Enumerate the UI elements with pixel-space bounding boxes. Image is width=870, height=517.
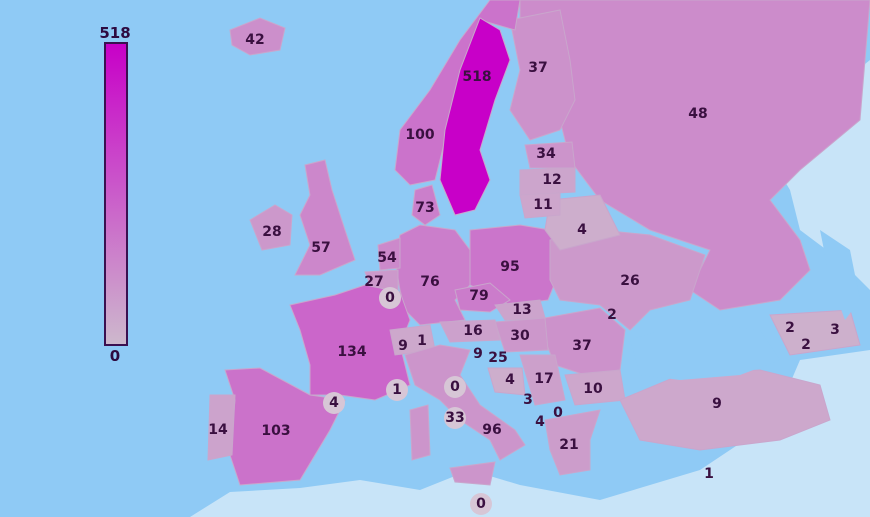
country-uk xyxy=(294,159,356,276)
value-label: 57 xyxy=(311,240,331,256)
country-iceland xyxy=(229,17,286,56)
country-austria xyxy=(439,319,501,343)
legend-max-label: 518 xyxy=(99,24,131,42)
value-label: 1 xyxy=(704,466,714,482)
value-label: 37 xyxy=(572,338,592,354)
value-label: 27 xyxy=(364,274,384,290)
country-portugal xyxy=(207,394,236,461)
value-label: 9 xyxy=(398,338,408,354)
value-label: 96 xyxy=(482,422,502,438)
country-italy xyxy=(404,344,526,461)
value-label: 11 xyxy=(533,197,553,213)
caspian-sea xyxy=(820,230,860,320)
country-netherlands xyxy=(377,237,401,271)
value-label: 9 xyxy=(712,396,722,412)
value-label: 4 xyxy=(535,414,545,430)
country-ukraine xyxy=(549,229,706,331)
value-label: 2 xyxy=(785,320,795,336)
value-label: 42 xyxy=(245,32,265,48)
value-label: 0 xyxy=(553,405,563,421)
value-label: 33 xyxy=(444,407,466,429)
value-label: 0 xyxy=(470,493,492,515)
country-georgia-region xyxy=(769,309,861,356)
country-france xyxy=(289,284,411,401)
value-label: 100 xyxy=(405,127,435,143)
value-label: 14 xyxy=(208,422,228,438)
value-label: 0 xyxy=(379,287,401,309)
value-label: 48 xyxy=(688,106,708,122)
value-label: 134 xyxy=(337,344,367,360)
country-norway xyxy=(394,0,521,186)
island-sicily xyxy=(449,461,496,486)
value-label: 4 xyxy=(577,222,587,238)
country-estonia xyxy=(524,141,576,169)
value-label: 3 xyxy=(523,392,533,408)
value-label: 54 xyxy=(377,250,397,266)
value-label: 28 xyxy=(262,224,282,240)
value-label: 37 xyxy=(528,60,548,76)
value-label: 21 xyxy=(559,437,579,453)
legend-min-label: 0 xyxy=(109,347,121,365)
middle-east-land xyxy=(740,350,870,517)
value-label: 10 xyxy=(583,381,603,397)
country-denmark xyxy=(411,184,441,226)
country-ireland xyxy=(249,204,293,251)
value-label: 518 xyxy=(462,69,492,85)
value-label: 0 xyxy=(444,376,466,398)
country-hungary xyxy=(494,317,549,353)
value-label: 95 xyxy=(500,259,520,275)
value-label: 25 xyxy=(488,350,508,366)
country-greece xyxy=(544,409,601,476)
value-label: 1 xyxy=(417,333,427,349)
value-label: 2 xyxy=(801,337,811,353)
value-label: 9 xyxy=(473,346,483,362)
country-belarus xyxy=(544,194,621,251)
value-label: 34 xyxy=(536,146,556,162)
value-label: 4 xyxy=(505,372,515,388)
value-label: 79 xyxy=(469,288,489,304)
country-latvia xyxy=(519,167,576,196)
africa-land xyxy=(190,420,870,517)
value-label: 4 xyxy=(323,392,345,414)
country-sweden xyxy=(439,17,511,216)
value-label: 16 xyxy=(463,323,483,339)
country-serbia xyxy=(519,354,566,406)
value-label: 76 xyxy=(420,274,440,290)
value-label: 30 xyxy=(510,328,530,344)
country-bosnia xyxy=(487,367,526,396)
value-label: 3 xyxy=(830,322,840,338)
value-label: 13 xyxy=(512,302,532,318)
value-label: 12 xyxy=(542,172,562,188)
value-label: 1 xyxy=(386,379,408,401)
value-label: 17 xyxy=(534,371,554,387)
country-finland xyxy=(509,9,576,141)
color-scale-bar xyxy=(104,42,128,346)
black-sea xyxy=(630,320,780,380)
island-sardinia xyxy=(409,404,431,461)
value-label: 73 xyxy=(415,200,435,216)
value-label: 26 xyxy=(620,273,640,289)
value-label: 103 xyxy=(261,423,291,439)
value-label: 2 xyxy=(607,307,617,323)
